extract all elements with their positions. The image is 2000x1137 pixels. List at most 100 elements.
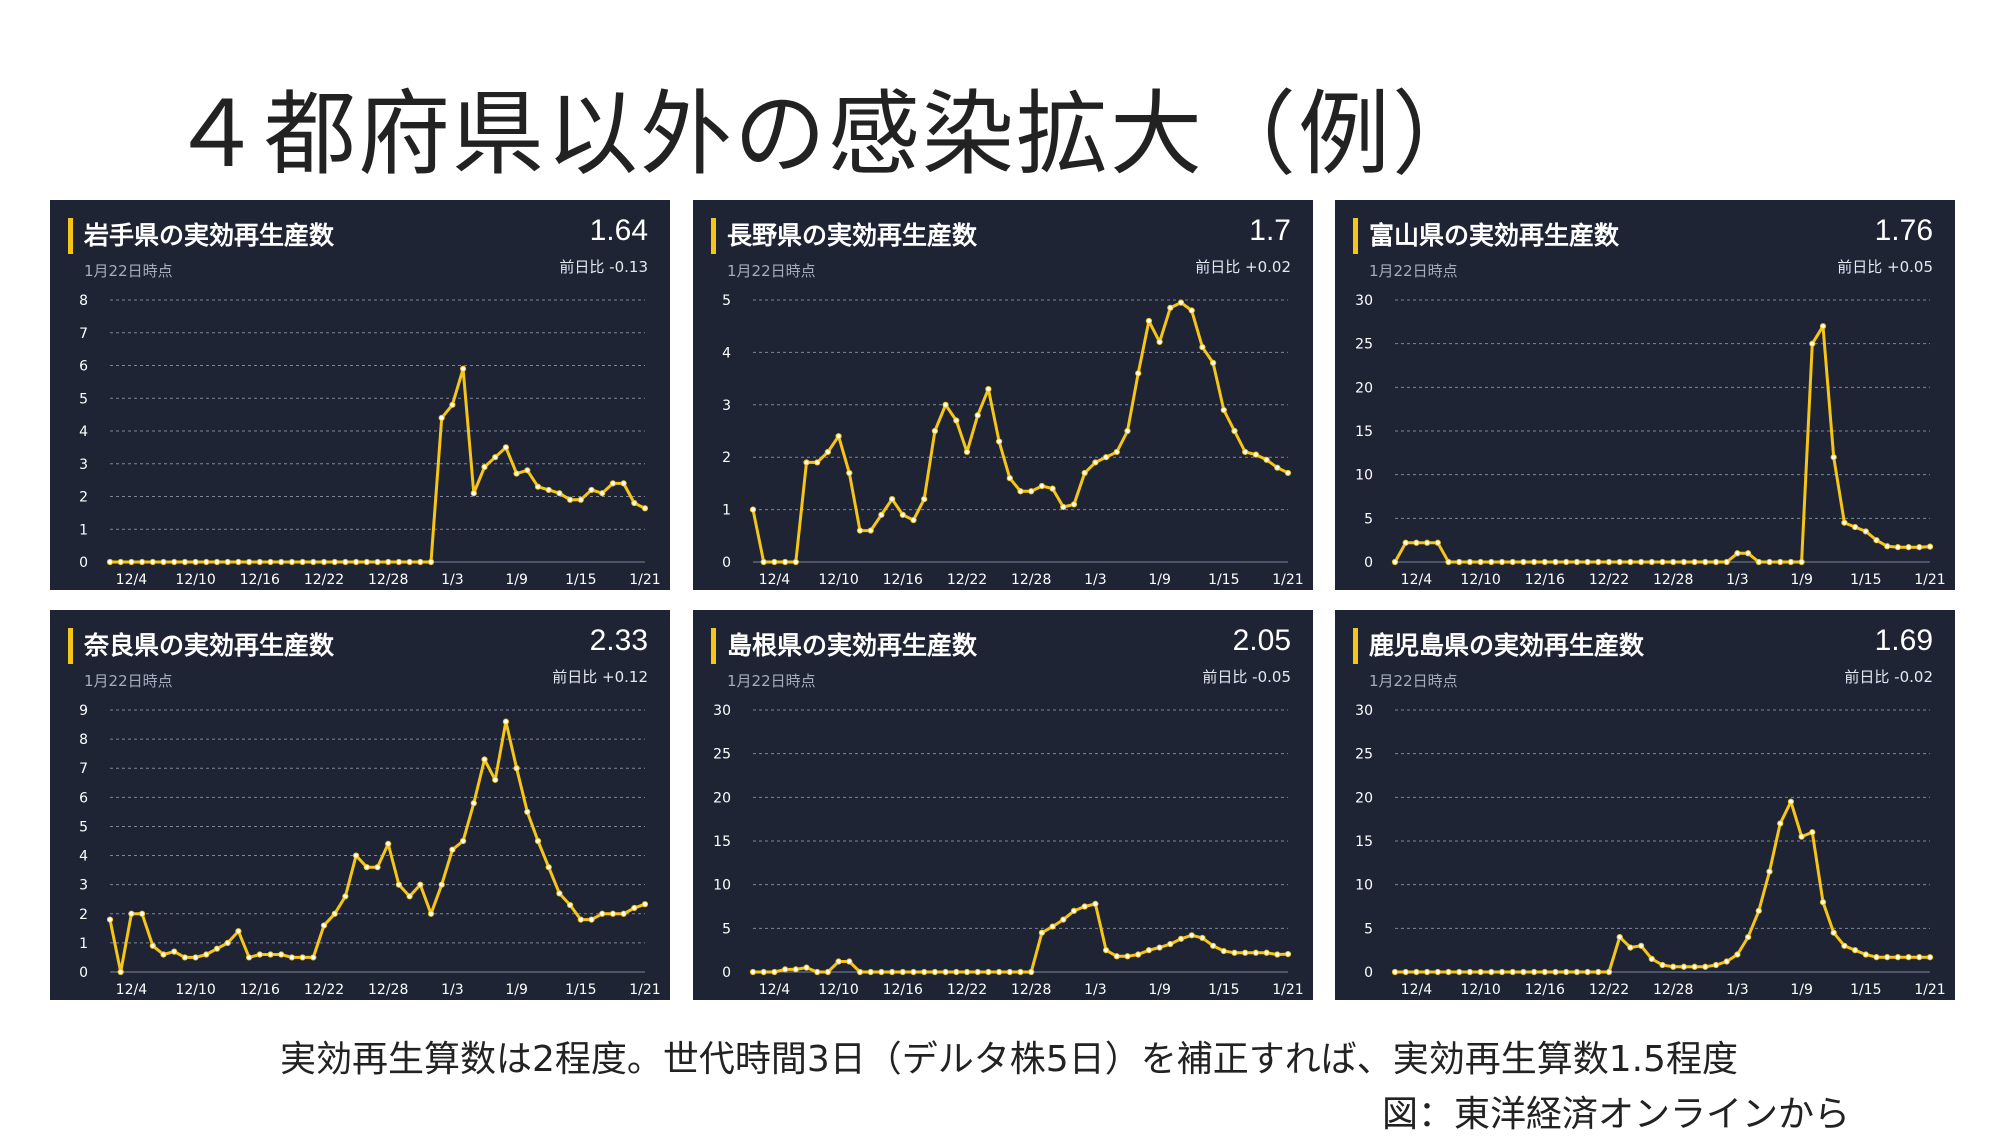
- data-point: [1723, 958, 1730, 965]
- data-point: [1070, 501, 1078, 508]
- x-tick-label: 12/16: [883, 982, 923, 998]
- data-point: [1060, 916, 1067, 923]
- data-point: [1509, 558, 1516, 566]
- data-point: [1894, 544, 1902, 551]
- data-point: [1905, 544, 1912, 551]
- data-point: [1456, 558, 1463, 566]
- data-point: [1402, 968, 1409, 976]
- data-point: [963, 968, 971, 976]
- data-point: [181, 954, 188, 961]
- day-over-day-change: 前日比 -0.02: [1844, 668, 1933, 686]
- slide-title: ４都府県以外の感染拡大（例）: [170, 81, 1487, 188]
- data-point: [513, 765, 520, 772]
- x-tick-label: 12/16: [240, 982, 280, 998]
- y-tick-label: 15: [1355, 834, 1373, 850]
- x-tick-label: 1/15: [1850, 572, 1881, 588]
- data-point: [1220, 947, 1227, 955]
- data-point: [385, 558, 392, 566]
- x-tick-label: 1/21: [1914, 572, 1945, 588]
- data-point: [149, 942, 156, 949]
- data-point: [1263, 456, 1270, 463]
- data-point: [899, 968, 906, 976]
- data-point: [1156, 944, 1163, 951]
- data-point: [846, 469, 853, 477]
- y-tick-label: 30: [1355, 293, 1373, 309]
- y-tick-label: 2: [79, 907, 88, 923]
- data-point: [1103, 947, 1110, 954]
- data-point: [1263, 949, 1270, 956]
- data-point: [1627, 558, 1634, 566]
- y-tick-label: 5: [1364, 511, 1373, 527]
- data-point: [492, 454, 499, 461]
- x-tick-label: 12/4: [1401, 572, 1433, 588]
- data-point: [385, 840, 392, 848]
- x-tick-label: 12/16: [1525, 982, 1565, 998]
- data-point: [1862, 951, 1869, 958]
- current-value: 2.05: [1232, 624, 1291, 657]
- x-tick-label: 1/21: [1272, 982, 1303, 998]
- y-tick-label: 2: [79, 490, 88, 506]
- y-tick-label: 6: [79, 790, 88, 806]
- y-tick-label: 5: [722, 921, 731, 937]
- y-tick-label: 6: [79, 359, 88, 375]
- data-point: [342, 893, 349, 900]
- y-tick-label: 15: [1355, 424, 1373, 440]
- x-tick-label: 1/21: [629, 572, 660, 588]
- data-point: [1884, 543, 1891, 550]
- chart-panel: 鹿児島県の実効再生産数 1月22日時点 1.69 前日比 -0.02 0 5 10 15 20 2…: [1335, 610, 1955, 1000]
- data-point: [1648, 558, 1655, 566]
- y-tick-label: 4: [79, 424, 88, 440]
- data-point: [1862, 528, 1869, 535]
- y-tick-label: 10: [1355, 468, 1373, 484]
- y-tick-label: 4: [79, 849, 88, 865]
- data-point: [1242, 949, 1249, 956]
- data-point: [1648, 955, 1655, 962]
- data-point: [278, 558, 285, 566]
- data-point: [1199, 344, 1206, 351]
- data-point: [824, 968, 831, 976]
- data-point: [1466, 968, 1473, 976]
- data-point: [577, 916, 584, 923]
- data-point: [856, 527, 864, 534]
- x-tick-label: 1/21: [1914, 982, 1945, 998]
- data-point: [1177, 299, 1185, 306]
- data-point: [1734, 951, 1741, 958]
- data-point: [213, 945, 221, 952]
- data-point: [1284, 950, 1292, 958]
- data-point: [1873, 954, 1880, 961]
- data-point: [438, 881, 445, 888]
- data-point: [481, 756, 488, 763]
- y-tick-label: 25: [713, 747, 731, 763]
- data-point: [1852, 947, 1859, 954]
- data-point: [1894, 954, 1902, 961]
- data-point: [782, 558, 789, 566]
- data-point: [246, 954, 253, 961]
- x-tick-label: 12/22: [1589, 572, 1629, 588]
- data-point: [846, 958, 853, 965]
- slide-caption: 実効再生算数は2程度。世代時間3日（デルタ株5日）を補正すれば、実効再生算数1.…: [280, 1039, 1738, 1080]
- data-point: [1552, 558, 1559, 566]
- data-point: [1242, 448, 1249, 456]
- data-point: [1274, 951, 1281, 958]
- data-point: [353, 558, 360, 566]
- data-point: [910, 516, 917, 524]
- data-point: [534, 837, 542, 845]
- data-point: [974, 412, 981, 419]
- data-point: [117, 968, 124, 976]
- data-point: [224, 939, 231, 946]
- x-tick-label: 12/16: [240, 572, 280, 588]
- data-point: [1755, 907, 1762, 914]
- y-tick-label: 0: [1364, 555, 1373, 571]
- x-tick-label: 12/4: [759, 982, 791, 998]
- chart-title: 島根県の実効再生産数: [727, 631, 978, 660]
- chart-title: 富山県の実効再生産数: [1369, 221, 1620, 250]
- data-point: [449, 846, 456, 853]
- data-point: [1274, 464, 1281, 471]
- data-point: [235, 928, 242, 935]
- data-point: [996, 968, 1003, 976]
- data-point: [203, 951, 210, 958]
- data-point: [1177, 935, 1185, 942]
- data-point: [1188, 307, 1195, 314]
- data-point: [942, 401, 949, 408]
- y-tick-label: 8: [79, 732, 88, 748]
